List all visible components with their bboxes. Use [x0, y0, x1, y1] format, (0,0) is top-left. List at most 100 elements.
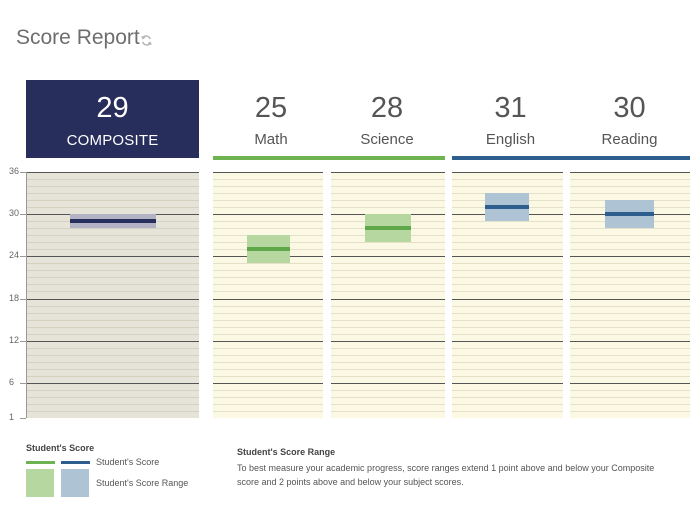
science-column: [331, 172, 445, 418]
grid-band: [570, 291, 690, 293]
grid-band: [452, 312, 563, 314]
grid-band: [331, 361, 445, 363]
grid-band: [570, 389, 690, 391]
grid-band: [331, 326, 445, 328]
grid-band: [27, 312, 199, 314]
grid-band: [452, 333, 563, 335]
grid-band: [213, 347, 323, 349]
y-tick-mark: [20, 382, 26, 384]
grid-band: [570, 326, 690, 328]
grid-major-line: [27, 382, 199, 384]
grid-band: [452, 305, 563, 307]
composite-header: 29 COMPOSITE: [26, 80, 199, 158]
grid-band: [331, 179, 445, 181]
grid-major-line: [213, 172, 323, 173]
grid-band: [570, 270, 690, 272]
refresh-icon[interactable]: [140, 34, 153, 47]
english-label: English: [485, 131, 536, 148]
grid-band: [570, 368, 690, 370]
grid-band: [331, 305, 445, 307]
grid-band: [452, 403, 563, 405]
english-header: 31 English: [452, 80, 569, 158]
grid-band: [213, 179, 323, 181]
score-marker-line: [247, 247, 290, 252]
grid-band: [213, 263, 323, 265]
grid-band: [27, 284, 199, 286]
grid-band: [452, 235, 563, 237]
grid-band: [570, 263, 690, 265]
grid-band: [213, 221, 323, 223]
math-science-group-bar: [213, 156, 445, 160]
english-reading-group-bar: [452, 156, 690, 160]
grid-band: [213, 277, 323, 279]
grid-major-line: [331, 172, 445, 173]
y-axis: [26, 172, 27, 418]
range-info-title: Student's Score Range: [237, 447, 336, 457]
legend-range-box-blue: [61, 469, 89, 497]
grid-band: [452, 396, 563, 398]
y-tick-mark: [20, 214, 26, 216]
grid-band: [452, 186, 563, 188]
score-marker-line: [485, 205, 529, 210]
grid-band: [570, 277, 690, 279]
grid-band: [213, 284, 323, 286]
grid-band: [570, 410, 690, 412]
grid-band: [27, 333, 199, 335]
english-score: 31: [494, 92, 527, 124]
reading-column: [570, 172, 690, 418]
grid-band: [213, 396, 323, 398]
grid-band: [27, 410, 199, 412]
grid-band: [570, 284, 690, 286]
score-marker-line: [365, 226, 411, 231]
grid-band: [570, 333, 690, 335]
grid-band: [27, 403, 199, 405]
science-header: 28 Science: [329, 80, 445, 158]
composite-label: COMPOSITE: [66, 132, 159, 149]
grid-band: [570, 347, 690, 349]
science-label: Science: [360, 131, 414, 148]
grid-band: [27, 375, 199, 377]
grid-band: [331, 375, 445, 377]
grid-major-line: [331, 298, 445, 300]
grid-band: [452, 291, 563, 293]
grid-band: [27, 270, 199, 272]
y-tick-label: 12: [9, 334, 20, 345]
grid-band: [452, 263, 563, 265]
grid-major-line: [213, 298, 323, 300]
grid-band: [570, 396, 690, 398]
grid-band: [331, 396, 445, 398]
grid-major-line: [570, 298, 690, 300]
y-tick-mark: [20, 340, 26, 342]
grid-band: [27, 228, 199, 230]
math-score: 25: [254, 92, 288, 124]
grid-band: [570, 375, 690, 377]
grid-band: [331, 410, 445, 412]
grid-band: [452, 361, 563, 363]
grid-band: [27, 389, 199, 391]
grid-band: [27, 179, 199, 181]
composite-score: 29: [96, 92, 129, 124]
grid-band: [213, 389, 323, 391]
legend-range-box-green: [26, 469, 54, 497]
grid-band: [213, 207, 323, 209]
grid-band: [452, 375, 563, 377]
y-tick-label: 18: [9, 292, 20, 303]
y-tick-mark: [20, 256, 26, 258]
reading-header: 30 Reading: [569, 80, 690, 158]
grid-band: [452, 228, 563, 230]
grid-band: [452, 347, 563, 349]
grid-major-line: [213, 214, 323, 216]
grid-band: [331, 319, 445, 321]
grid-band: [331, 207, 445, 209]
y-tick-mark: [20, 298, 26, 300]
grid-band: [331, 403, 445, 405]
y-tick-label: 24: [9, 250, 20, 261]
grid-major-line: [331, 256, 445, 258]
grid-band: [331, 242, 445, 244]
composite-column: [27, 172, 199, 418]
grid-band: [570, 186, 690, 188]
grid-major-line: [27, 172, 199, 173]
grid-band: [213, 270, 323, 272]
math-header: 25 Math: [213, 80, 329, 158]
grid-band: [570, 249, 690, 251]
